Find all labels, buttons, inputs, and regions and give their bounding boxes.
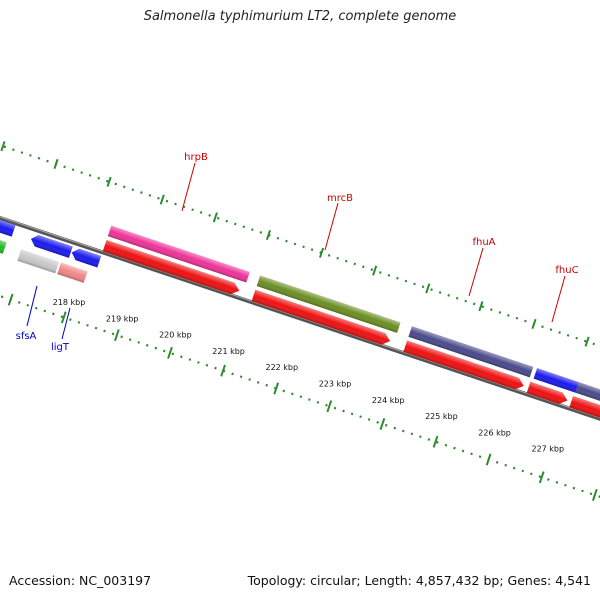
major-tick-mark [53,158,59,170]
major-tick-mark [212,212,218,223]
tick-label: 219 kbp [106,314,139,323]
tick-label: 225 kbp [425,412,458,421]
major-tick-mark [478,301,484,312]
label-sfsA: sfsA [16,331,37,342]
major-tick-mark [538,471,545,484]
leader-fhuA [468,247,484,297]
tick-label: 218 kbp [53,298,86,307]
major-tick-mark [326,400,333,413]
tick-label: 221 kbp [212,347,245,356]
inner-scale-dots [0,255,600,512]
major-tick-mark [159,194,165,205]
genome-backbone [0,184,600,443]
tick-label: 223 kbp [319,380,352,389]
leader-hrpB [181,162,196,212]
outer-scale-dots [0,119,600,376]
major-tick-mark [319,247,325,258]
tick-label: 224 kbp [372,396,405,405]
major-tick-mark [591,489,598,502]
major-tick-mark [220,364,226,377]
leader-sfsA [26,285,38,327]
tick-label: 220 kbp [159,331,192,340]
tick-label: 227 kbp [531,445,564,454]
major-tick-mark [7,293,14,306]
major-tick-mark [584,336,590,347]
map-title: Salmonella typhimurium LT2, complete gen… [143,9,457,24]
label-ligT: ligT [51,342,70,353]
leader-fhuC [551,275,566,323]
label-fhuC: fhuC [555,265,578,276]
tick-label: 222 kbp [265,363,298,372]
tick-label: 226 kbp [478,428,511,437]
major-tick-mark [167,346,173,359]
genome-summary-text: Topology: circular; Length: 4,857,432 bp… [247,573,591,588]
leader-mrcB [324,202,339,251]
major-tick-mark [114,329,120,342]
label-hrpB: hrpB [184,152,208,163]
major-tick-mark [60,311,67,324]
major-tick-mark [379,417,386,430]
major-tick-mark [265,230,271,241]
major-tick-mark [531,318,537,329]
accession-text: Accession: NC_003197 [9,573,152,588]
major-tick-mark [432,435,439,448]
leader-ligT [61,307,71,340]
major-tick-mark [106,176,112,187]
major-tick-mark [485,453,492,466]
label-fhuA: fhuA [472,237,495,248]
major-tick-mark [372,265,378,276]
label-mrcB: mrcB [327,193,353,204]
major-tick-mark [0,141,6,152]
major-tick-mark [273,382,280,395]
major-tick-mark [425,283,431,294]
